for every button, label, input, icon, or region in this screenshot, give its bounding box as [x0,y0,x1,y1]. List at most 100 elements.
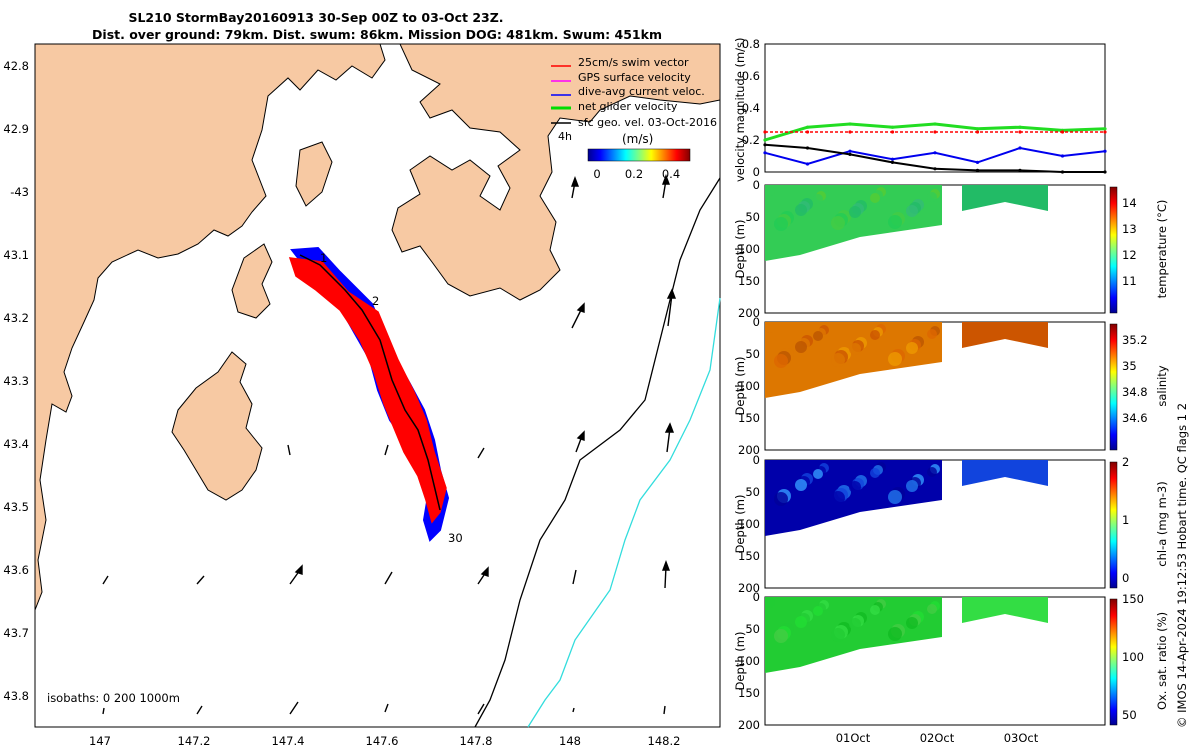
oxygen-ylabel: Depth (m) [733,632,747,691]
velocity-point-1-5 [975,130,980,134]
land-north-peninsula [391,44,720,301]
salinity-depth-tick-1: 50 [745,347,760,361]
isobath-200m [474,177,721,728]
velocity-point-2-8 [1103,149,1107,153]
salinity-sample-22 [906,342,918,354]
oxygen-sample-25 [849,618,861,630]
velocity-point-3-1 [805,146,810,150]
salinity-sample-21 [870,330,880,340]
velocity-point-3-3 [890,160,895,164]
velocity-point-0-8 [1103,127,1107,131]
section-temperature: 0 50 100 150 200 Depth (m) 14 13 12 11 temperature… [733,178,1169,320]
velocity-point-3-7 [1060,170,1065,174]
oxygen-depth-tick-0: 0 [753,590,760,604]
velocity-panel: 0.8 0.6 0.4 0.2 0 velocity magnitude (m/s) [733,37,1107,182]
velocity-point-0-6 [1018,125,1022,129]
velocity-point-0-1 [805,125,810,129]
salinity-depth-tick-2: 100 [738,379,760,393]
oxygen-sample-19 [795,616,807,628]
velocity-point-2-6 [1018,146,1022,150]
map-x-tick-1: 147.2 [178,734,211,748]
map-x-tick-0: 147 [89,734,111,748]
chla-sample-25 [849,481,861,493]
velocity-point-1-2 [848,130,852,134]
map-panel: 1 2 30 [3,43,721,748]
x-tick-01oct: 01Oct [836,731,871,745]
swim-vector-band [288,257,447,524]
salinity-sample-25 [849,343,861,355]
temperature-sample-21 [870,193,880,203]
salinity-cbar-tick-1: 35 [1122,359,1137,373]
chla-depth-tick-3: 150 [738,549,760,563]
isobaths-label: isobaths: 0 200 1000m [47,691,180,705]
x-tick-03oct: 03Oct [1004,731,1039,745]
legend-label-gps-velocity: GPS surface velocity [578,71,691,84]
chla-cbar-tick-1: 1 [1122,513,1129,527]
section-chla: 0 50 100 150 200 Depth (m) 2 1 0 chl-a (mg m-3) [733,453,1169,595]
velocity-point-2-2 [848,149,852,153]
chla-sample-21 [870,468,880,478]
map-y-tick-5: 43.3 [3,374,29,388]
temperature-sample-17 [888,215,902,229]
oxygen-depth-tick-3: 150 [738,686,760,700]
salinity-colorbar [1109,323,1118,451]
salinity-sample-20 [831,353,845,367]
oxygen-cbar-tick-1: 100 [1122,650,1144,664]
legend-label-net-glider: net glider velocity [578,100,678,113]
oxygen-sample-21 [870,605,880,615]
map-y-tick-2: -43 [10,185,29,199]
temperature-depth-tick-0: 0 [753,178,760,192]
velocity-point-3-6 [1018,168,1022,172]
temperature-sample-19 [795,204,807,216]
temperature-depth-tick-1: 50 [745,210,760,224]
velocity-point-2-1 [805,162,810,166]
legend-label-sfc-geo-vel: sfc geo. vel. 03-Oct-2016 [578,116,717,129]
chla-depth-tick-1: 50 [745,485,760,499]
legend-label-dive-avg-current: dive-avg current veloc. [578,85,705,98]
map-colorbar-label: (m/s) [622,132,653,146]
velocity-ylabel: velocity magnitude (m/s) [733,37,747,182]
velocity-point-1-3 [890,130,895,134]
oxygen-sample-23 [774,629,788,643]
track-label-30: 30 [448,531,463,545]
salinity-depth-tick-3: 150 [738,411,760,425]
oxygen-section-b [962,597,1048,623]
land-west [35,44,386,611]
chla-sample-24 [813,469,823,479]
credit-text: © IMOS 14-Apr-2024 19:12:53 Hobart time.… [1175,403,1189,728]
velocity-y-tick-4: 0 [753,165,760,179]
salinity-cbar-label: salinity [1155,365,1169,406]
temperature-depth-tick-4: 200 [738,306,760,320]
velocity-point-0-4 [933,122,937,126]
velocity-point-2-7 [1060,154,1065,158]
chla-ylabel: Depth (m) [733,495,747,554]
velocity-point-1-6 [1018,130,1022,134]
map-colorbar-tick-2: 0.4 [662,167,680,181]
salinity-section-b [962,322,1048,348]
velocity-y-tick-1: 0.6 [742,69,760,83]
oxygen-depth-tick-1: 50 [745,622,760,636]
velocity-point-0-5 [975,127,980,131]
chla-sample-20 [831,491,845,505]
oxygen-sample-17 [888,627,902,641]
map-y-tick-9: 43.7 [3,626,29,640]
oxygen-depth-tick-2: 100 [738,654,760,668]
temperature-sample-18 [927,192,937,202]
velocity-point-3-8 [1103,170,1107,174]
map-y-tick-1: 42.9 [3,122,29,136]
figure-title-line2: Dist. over ground: 79km. Dist. swum: 86k… [92,27,662,42]
velocity-point-1-8 [1103,130,1107,134]
oxygen-sample-18 [927,604,937,614]
chla-depth-tick-0: 0 [753,453,760,467]
velocity-point-0-3 [890,125,895,129]
map-y-tick-7: 43.5 [3,500,29,514]
temperature-sample-23 [774,217,788,231]
map-x-ticks: 147 147.2 147.4 147.6 147.8 148 148.2 [89,734,680,748]
salinity-ylabel: Depth (m) [733,357,747,416]
chla-cbar-tick-2: 0 [1122,571,1129,585]
legend-label-swim-vector: 25cm/s swim vector [578,56,689,69]
chla-sample-17 [888,490,902,504]
map-colorbar [587,148,691,162]
